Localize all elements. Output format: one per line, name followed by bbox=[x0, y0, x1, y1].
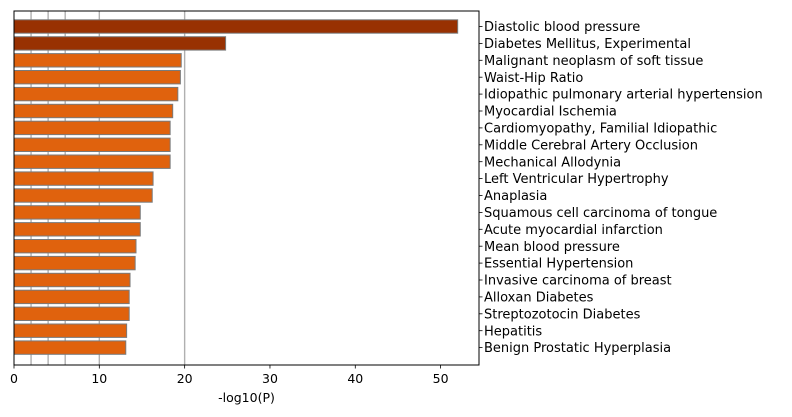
category-label: Benign Prostatic Hyperplasia bbox=[484, 341, 671, 356]
bar bbox=[13, 19, 459, 34]
category-label: Alloxan Diabetes bbox=[484, 291, 594, 306]
bar bbox=[13, 70, 181, 85]
category-label: Myocardial Ischemia bbox=[484, 105, 617, 120]
bar bbox=[13, 103, 174, 119]
y-axis-labels: Diastolic blood pressure Diabetes Mellitu… bbox=[479, 20, 763, 356]
bar bbox=[13, 53, 182, 68]
category-label: Acute myocardial infarction bbox=[484, 223, 663, 238]
category-label: Left Ventricular Hypertrophy bbox=[484, 172, 669, 187]
x-axis-title: -log10(P) bbox=[218, 390, 275, 405]
category-label: Anaplasia bbox=[484, 189, 547, 204]
category-label: Diabetes Mellitus, Experimental bbox=[484, 37, 691, 52]
bar bbox=[13, 222, 141, 237]
category-label: Diastolic blood pressure bbox=[484, 20, 640, 35]
x-tick-label: 0 bbox=[10, 371, 18, 386]
category-label: Mean blood pressure bbox=[484, 240, 620, 255]
category-label: Hepatitis bbox=[484, 324, 542, 339]
x-tick-label: 10 bbox=[91, 371, 107, 386]
bar bbox=[13, 120, 171, 136]
bar bbox=[13, 86, 179, 102]
bar bbox=[13, 36, 227, 51]
plot-frame bbox=[13, 10, 480, 366]
category-label: Middle Cerebral Artery Occlusion bbox=[484, 138, 698, 153]
category-label: Invasive carcinoma of breast bbox=[484, 274, 672, 289]
category-label: Idiopathic pulmonary arterial hypertensi… bbox=[484, 88, 763, 103]
bar bbox=[13, 137, 171, 153]
bar bbox=[13, 272, 131, 288]
category-label: Squamous cell carcinoma of tongue bbox=[484, 206, 717, 221]
bar bbox=[13, 289, 130, 305]
category-label: Streptozotocin Diabetes bbox=[484, 307, 641, 322]
x-tick-label: 50 bbox=[433, 371, 449, 386]
bar bbox=[13, 340, 127, 355]
category-label: Essential Hypertension bbox=[484, 257, 633, 272]
bars bbox=[13, 19, 459, 355]
x-axis-ticks: 0 10 20 30 40 50 bbox=[10, 365, 449, 386]
x-tick-label: 30 bbox=[262, 371, 278, 386]
x-tick-label: 20 bbox=[177, 371, 193, 386]
category-label: Mechanical Allodynia bbox=[484, 155, 621, 170]
bar bbox=[13, 205, 141, 220]
category-label: Malignant neoplasm of soft tissue bbox=[484, 54, 703, 69]
bar bbox=[13, 171, 154, 186]
category-label: Waist-Hip Ratio bbox=[484, 71, 583, 86]
bar bbox=[13, 154, 171, 169]
x-tick-label: 40 bbox=[347, 371, 363, 386]
bar bbox=[13, 255, 136, 271]
bar bbox=[13, 188, 153, 203]
bar bbox=[13, 306, 130, 322]
bar bbox=[13, 323, 128, 338]
bar bbox=[13, 239, 137, 254]
category-label: Cardiomyopathy, Familial Idiopathic bbox=[484, 122, 717, 137]
